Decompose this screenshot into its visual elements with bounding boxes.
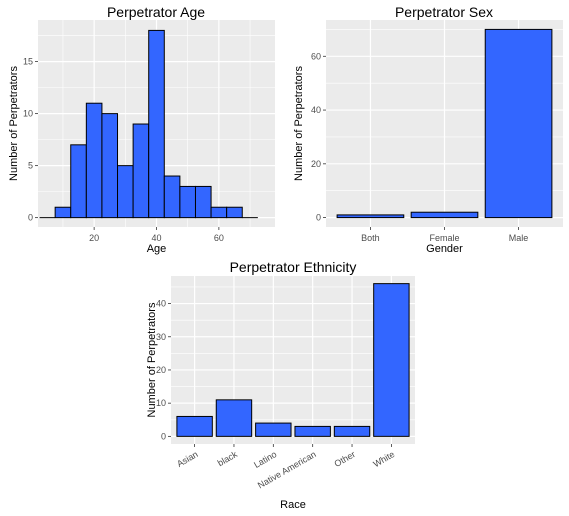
y-tick-label: 30 [156,332,166,342]
x-tick-label: Asian [175,449,199,469]
bar-female [410,211,479,219]
bar-asian [176,415,213,437]
y-tick-label: 20 [311,159,321,169]
chart-title: Perpetrator Sex [395,4,493,20]
chart-title: Perpetrator Ethnicity [230,259,357,275]
y-tick-label: 0 [28,213,33,223]
y-axis-title: Number of Perpetrators [8,66,20,181]
y-tick-label: 10 [23,109,33,119]
chart-title: Perpetrator Age [107,4,205,20]
histogram-bar [132,123,150,219]
histogram-bar [54,206,72,219]
histogram-bar [148,29,165,219]
x-tick-label: Female [429,233,459,243]
histogram-bar [117,165,134,219]
chart-panel-2: 0 20 40 60 Both Female Male Perpetrator Sex Gend… [293,4,563,255]
histogram-bar [226,206,243,219]
y-axis-title: Number of Perpetrators [146,302,158,417]
x-tick-label: Male [509,233,529,243]
y-tick-label: 40 [156,299,166,309]
histogram-bar [179,185,196,219]
x-tick-label: black [216,449,240,468]
histogram-bar [70,144,87,219]
x-axis-title: Race [280,499,306,511]
x-tick-label: Latino [252,449,278,470]
y-tick-label: 15 [23,57,33,67]
chart-panel-1: 0 5 10 15 20 40 60 Perpetrator Age Age Number of … [8,4,275,255]
y-tick-label: 20 [156,365,166,375]
y-tick-label: 0 [161,431,166,441]
y-axis-title: Number of Perpetrators [293,66,305,181]
histogram-bar [210,206,228,219]
bar-white [373,283,410,437]
histogram-bar [85,102,103,219]
x-tick-label: Other [333,449,357,469]
x-axis-title: Gender [426,243,463,255]
y-tick-label: 40 [311,105,321,115]
y-tick-label: 5 [28,161,33,171]
x-tick-label: White [371,449,396,469]
x-tick-label: Both [361,233,380,243]
histogram-bar [101,113,119,219]
bar-male [484,28,553,219]
bar-black [215,399,253,437]
x-tick-label: 40 [151,233,161,243]
y-tick-label: 10 [156,398,166,408]
y-tick-label: 0 [316,213,321,223]
y-tick-label: 60 [311,51,321,61]
x-tick-label: 60 [214,233,224,243]
x-axis-title: Age [147,243,167,255]
histogram-bar [163,175,181,219]
bar-native-american [294,425,331,437]
bar-both [336,214,405,219]
x-tick-label: 20 [89,233,99,243]
bar-latino [255,422,292,437]
histogram-bar [194,185,212,219]
bar-other [333,425,371,437]
